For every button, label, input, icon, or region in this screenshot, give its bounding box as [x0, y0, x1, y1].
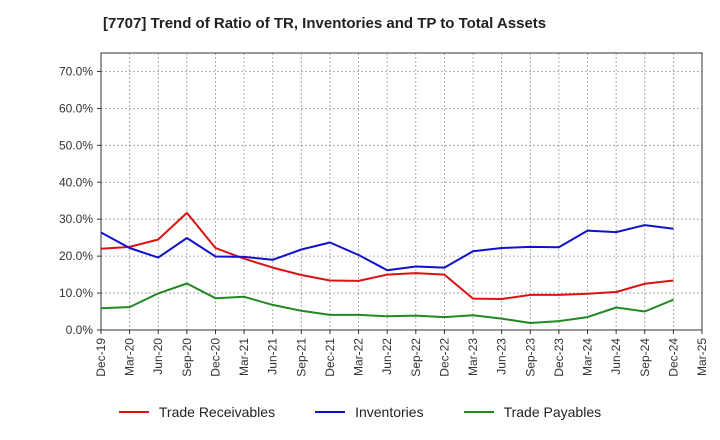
y-tick-label: 70.0%: [59, 64, 93, 78]
x-tick-label: Sep-20: [180, 338, 194, 377]
chart-legend: Trade Receivables Inventories Trade Payabl…: [0, 404, 720, 420]
x-tick-label: Dec-24: [666, 338, 680, 377]
legend-item-trade-receivables: Trade Receivables: [118, 404, 276, 420]
x-tick-label: Sep-24: [638, 338, 652, 377]
x-tick-label: Mar-20: [123, 338, 137, 376]
series-line-inventories: [100, 224, 674, 272]
x-tick-label: Mar-24: [581, 338, 595, 376]
x-tick-label: Sep-21: [294, 338, 308, 377]
x-tick-label: Jun-22: [380, 338, 394, 375]
legend-label: Trade Receivables: [158, 404, 276, 420]
x-tick-label: Jun-24: [609, 338, 623, 375]
legend-label: Inventories: [355, 404, 424, 420]
legend-swatch: [315, 411, 346, 413]
y-tick-label: 20.0%: [59, 249, 93, 263]
series-line-trade-payables: [100, 282, 674, 324]
legend-item-trade-payables: Trade Payables: [463, 404, 602, 420]
series-line-trade-receivables: [100, 211, 674, 300]
y-tick-label: 10.0%: [59, 286, 93, 300]
y-tick-label: 60.0%: [59, 101, 93, 115]
x-tick-label: Sep-23: [523, 338, 537, 377]
x-tick-label: Jun-21: [266, 338, 280, 375]
legend-swatch: [463, 411, 494, 413]
x-tick-label: Dec-23: [552, 338, 566, 377]
x-tick-label: Mar-23: [466, 338, 480, 376]
legend-item-inventories: Inventories: [315, 404, 424, 420]
chart-title: [7707] Trend of Ratio of TR, Inventories…: [103, 15, 547, 32]
x-tick-label: Dec-20: [208, 338, 222, 377]
plot-frame: [100, 52, 703, 331]
y-tick-label: 30.0%: [59, 212, 93, 226]
x-tick-label: Dec-19: [94, 338, 108, 377]
legend-swatch: [118, 411, 149, 413]
y-tick-label: 0.0%: [66, 323, 94, 337]
x-tick-label: Dec-21: [323, 338, 337, 377]
y-tick-label: 50.0%: [59, 138, 93, 152]
x-tick-label: Mar-21: [237, 338, 251, 376]
x-tick-label: Mar-25: [695, 338, 709, 376]
x-tick-label: Sep-22: [409, 338, 423, 377]
x-tick-label: Mar-22: [352, 338, 366, 376]
y-tick-label: 40.0%: [59, 175, 93, 189]
x-tick-label: Dec-22: [437, 338, 451, 377]
x-tick-label: Jun-20: [151, 338, 165, 375]
legend-label: Trade Payables: [503, 404, 602, 420]
x-tick-label: Jun-23: [495, 338, 509, 375]
plot-area: [101, 53, 702, 330]
